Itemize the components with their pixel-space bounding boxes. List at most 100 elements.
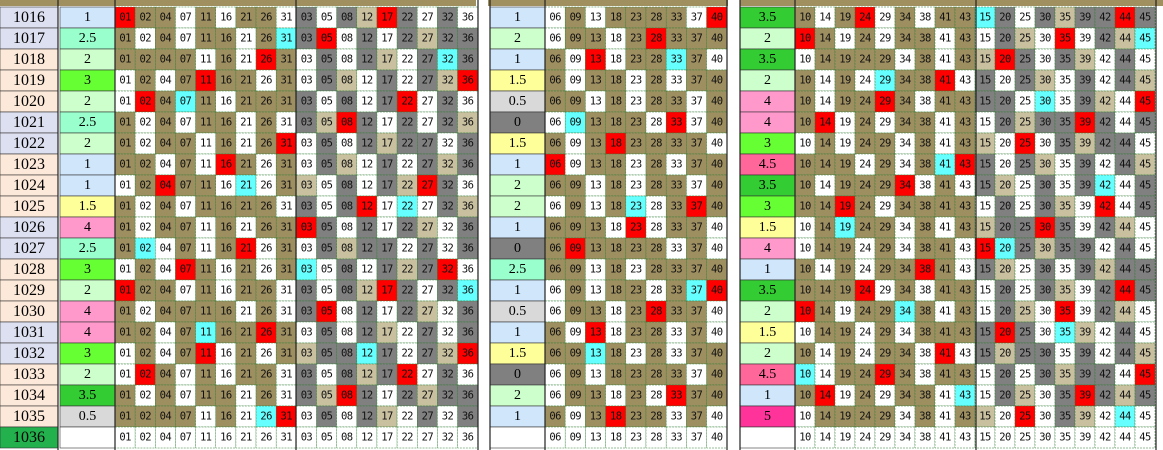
number: 21: [240, 54, 252, 66]
number: 33: [671, 12, 683, 24]
number: 01: [119, 327, 131, 339]
number: 17: [381, 432, 393, 444]
number: 10: [799, 348, 811, 360]
number: 21: [240, 96, 252, 108]
number: 30: [1039, 33, 1051, 45]
value: 3: [764, 199, 771, 214]
number: 30: [1039, 117, 1051, 129]
value: 4: [84, 325, 91, 340]
number: 17: [381, 348, 393, 360]
number: 04: [160, 285, 172, 297]
number: 29: [879, 222, 891, 234]
number: 07: [180, 306, 192, 318]
value: 2: [84, 94, 91, 109]
number: 20: [999, 96, 1011, 108]
number: 42: [1099, 201, 1111, 213]
number: 28: [650, 117, 662, 129]
number: 23: [630, 96, 642, 108]
number: 21: [240, 327, 252, 339]
number: 35: [1059, 180, 1071, 192]
number: 09: [570, 369, 582, 381]
number: 29: [879, 33, 891, 45]
number: 17: [381, 264, 393, 276]
number: 24: [859, 411, 871, 423]
number: 04: [160, 390, 172, 402]
number: 02: [139, 327, 151, 339]
number: 40: [711, 33, 723, 45]
number: 01: [119, 348, 131, 360]
number: 28: [650, 285, 662, 297]
number: 37: [691, 327, 703, 339]
number: 13: [590, 33, 602, 45]
number: 20: [999, 222, 1011, 234]
number: 39: [1079, 390, 1091, 402]
number: 27: [422, 33, 434, 45]
number: 11: [200, 390, 212, 402]
number: 23: [630, 243, 642, 255]
number: 43: [959, 54, 971, 66]
number: 07: [180, 180, 192, 192]
number: 39: [1079, 264, 1091, 276]
number: 19: [839, 369, 851, 381]
number: 08: [341, 390, 353, 402]
number: 28: [650, 138, 662, 150]
number: 32: [442, 180, 454, 192]
number: 23: [630, 33, 642, 45]
value: 0.5: [509, 94, 527, 109]
number: 16: [220, 306, 232, 318]
row-id: 1031: [13, 324, 45, 341]
number: 22: [401, 33, 413, 45]
number: 20: [999, 306, 1011, 318]
number: 11: [200, 75, 212, 87]
number: 40: [711, 201, 723, 213]
number: 12: [361, 390, 373, 402]
number: 33: [671, 285, 683, 297]
number: 06: [549, 432, 561, 444]
number: 08: [341, 432, 353, 444]
number: 45: [1139, 96, 1151, 108]
number: 13: [590, 327, 602, 339]
number: 24: [859, 348, 871, 360]
number: 14: [819, 243, 831, 255]
number: 27: [422, 180, 434, 192]
number: 18: [610, 411, 622, 423]
number: 36: [462, 369, 474, 381]
number: 25: [1019, 96, 1031, 108]
value: 0: [514, 241, 521, 256]
number: 38: [919, 33, 931, 45]
number: 03: [301, 432, 313, 444]
number: 27: [422, 222, 434, 234]
number: 25: [1019, 411, 1031, 423]
number: 44: [1119, 54, 1131, 66]
number: 33: [671, 96, 683, 108]
number: 43: [959, 369, 971, 381]
number: 37: [691, 138, 703, 150]
number: 19: [839, 138, 851, 150]
number: 20: [999, 411, 1011, 423]
value: 4: [764, 115, 771, 130]
number: 44: [1119, 201, 1131, 213]
number: 16: [220, 222, 232, 234]
number: 36: [462, 159, 474, 171]
number: 20: [999, 138, 1011, 150]
number: 23: [630, 180, 642, 192]
number: 27: [422, 285, 434, 297]
number: 30: [1039, 264, 1051, 276]
number: 03: [301, 243, 313, 255]
number: 12: [361, 201, 373, 213]
number: 09: [570, 432, 582, 444]
number: 23: [630, 12, 642, 24]
number: 30: [1039, 432, 1051, 444]
number: 35: [1059, 54, 1071, 66]
number: 25: [1019, 159, 1031, 171]
number: 02: [139, 264, 151, 276]
number: 09: [570, 96, 582, 108]
number: 22: [401, 96, 413, 108]
number: 11: [200, 306, 212, 318]
value: 2.5: [79, 31, 97, 46]
number: 26: [260, 243, 272, 255]
number: 11: [200, 243, 212, 255]
number: 42: [1099, 159, 1111, 171]
number: 28: [650, 12, 662, 24]
number: 15: [979, 180, 991, 192]
